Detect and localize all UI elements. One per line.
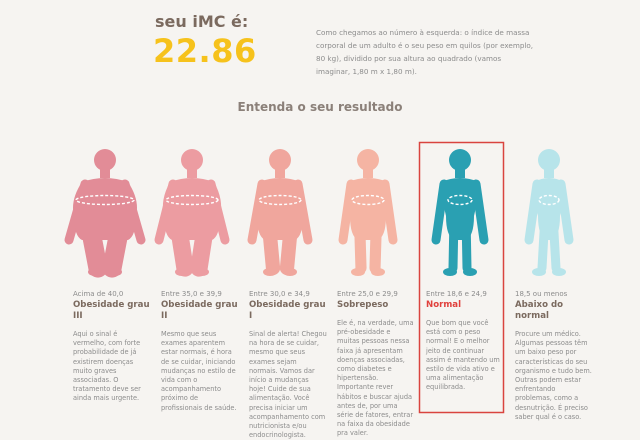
head <box>94 149 116 171</box>
category-description: Procure um médico. Algumas pessoas têm u… <box>515 330 592 421</box>
category-range: Entre 18,6 e 24,9 <box>426 290 487 298</box>
waist-belt <box>75 194 135 206</box>
neck <box>100 166 110 178</box>
foot <box>532 268 546 276</box>
category-range: 18,5 ou menos <box>515 290 568 298</box>
category-description: Aqui o sinal é vermelho, com forte proba… <box>73 330 141 403</box>
category-name: Obesidade grau III <box>73 300 150 321</box>
category-column: Entre 25,0 e 29,9 Sobrepeso Ele é, na verd… <box>337 289 415 439</box>
neck <box>187 166 197 178</box>
neck <box>275 166 285 178</box>
page: {"header": {"label": "seu iMC é:", "valu… <box>64 12 593 440</box>
head <box>538 149 560 171</box>
category-range: Entre 25,0 e 29,9 <box>337 290 398 298</box>
figures <box>64 141 574 414</box>
foot <box>463 268 477 276</box>
head <box>449 149 471 171</box>
category-description: Que bom que você está com o peso normal!… <box>426 319 500 392</box>
category-range: Entre 30,0 e 34,9 <box>249 290 310 298</box>
torso <box>162 178 222 240</box>
category-name: Obesidade grau I <box>249 300 326 321</box>
bmi-description: Como chegamos ao número à esquerda: o ín… <box>316 28 534 76</box>
torso <box>255 178 305 240</box>
category-range: Entre 35,0 e 39,9 <box>161 290 222 298</box>
category-range: Acima de 40,0 <box>73 290 124 298</box>
waist-belt <box>165 194 219 206</box>
category-column: 18,5 ou menos Abaixo do normal Procure um … <box>515 289 593 422</box>
highlight-frame <box>418 141 505 414</box>
neck <box>455 166 465 178</box>
waist-belt <box>447 194 473 206</box>
head <box>357 149 379 171</box>
foot <box>371 268 385 276</box>
category-name: Sobrepeso <box>337 300 389 310</box>
head <box>269 149 291 171</box>
foot <box>552 268 566 276</box>
waist-belt <box>258 194 302 206</box>
neck <box>544 166 554 178</box>
foot <box>175 268 189 276</box>
category-column: Entre 35,0 e 39,9 Obesidade grau II Mesmo … <box>161 289 239 413</box>
waist-belt <box>538 194 560 206</box>
category-name: Obesidade grau II <box>161 300 238 321</box>
foot <box>351 268 365 276</box>
foot <box>443 268 457 276</box>
category-column: Entre 30,0 e 34,9 Obesidade grau I Sinal d… <box>249 289 327 440</box>
category-name: Abaixo do normal <box>515 300 564 321</box>
bmi-label: seu iMC é: <box>155 12 249 31</box>
category-description: Ele é, na verdade, uma pré-obesidade e m… <box>337 319 414 438</box>
category-description: Mesmo que seus exames aparentem estar no… <box>161 330 237 412</box>
section-title: Entenda o seu resultado <box>237 100 403 114</box>
torso <box>534 178 564 240</box>
category-column: Entre 18,6 e 24,9 Normal Que bom que você … <box>426 289 504 393</box>
foot <box>263 268 277 276</box>
neck <box>363 166 373 178</box>
torso <box>347 178 389 240</box>
category-name: Normal <box>426 300 462 310</box>
torso <box>441 178 479 240</box>
foot <box>88 268 102 276</box>
foot <box>108 268 122 276</box>
foot <box>283 268 297 276</box>
foot <box>195 268 209 276</box>
torso <box>73 178 137 240</box>
category-column: Acima de 40,0 Obesidade grau III Aqui o si… <box>73 289 151 404</box>
bmi-value: 22.86 <box>153 32 257 70</box>
head <box>181 149 203 171</box>
waist-belt <box>351 194 385 206</box>
